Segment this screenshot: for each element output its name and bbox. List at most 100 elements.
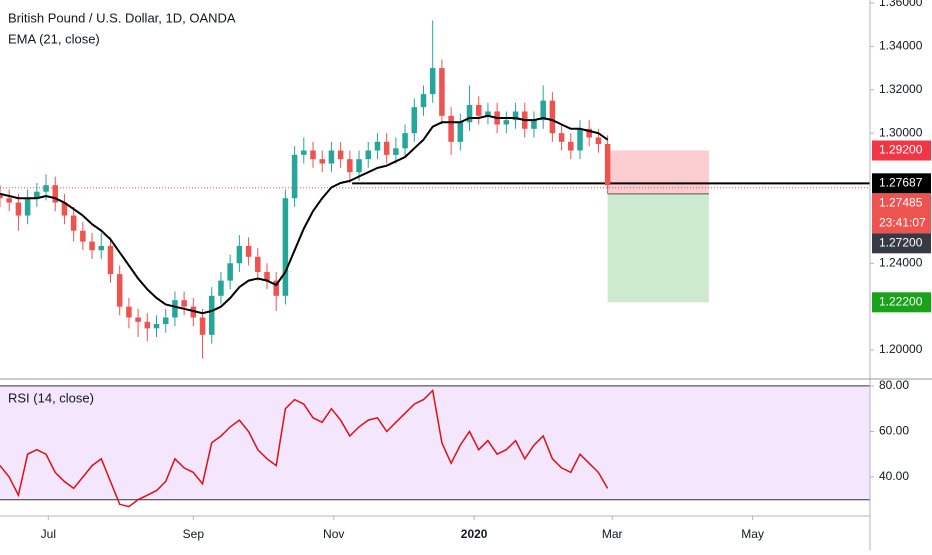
candle-body [282,198,289,296]
candle [264,263,270,290]
candle-body [89,241,95,251]
candle-body [291,154,298,199]
candle-body [356,159,362,173]
candle [6,189,12,212]
candle-body [126,306,132,318]
indicator-label: EMA (21, close) [8,31,100,46]
candle-body [420,94,427,108]
candle [512,102,519,129]
candle-body [107,245,114,275]
candle [291,146,298,207]
candle [126,297,132,329]
candle-body [227,263,233,281]
candle [365,141,372,168]
candle-body [402,133,408,149]
candle [52,176,58,212]
stop-zone [607,150,709,194]
candle [89,232,95,259]
candle-body [24,198,31,216]
candle [549,91,556,142]
candle [393,137,399,164]
candle [98,232,105,259]
ema-line [0,114,609,315]
price-tag-countdown: 23:41:07 [879,215,926,229]
price-tag-label: 1.29200 [879,143,923,157]
candle-body [568,141,574,151]
candle-body [466,104,473,123]
candle [218,271,224,305]
candle-body [255,256,261,272]
candle-body [512,111,519,121]
x-tick-label: Nov [323,527,344,541]
chart-title: British Pound / U.S. Dollar, 1D, OANDA [8,10,236,25]
candle-body [273,280,279,296]
candle-body [586,128,592,138]
x-tick-label: May [741,527,764,541]
price-tag-label: 1.27200 [879,235,923,249]
y-tick-label: 1.36000 [879,0,923,9]
candle [181,291,187,316]
candle-body [135,317,141,322]
price-tag-label: 1.22200 [879,294,923,308]
y-tick-label: 1.34000 [879,39,923,53]
candle [34,183,40,207]
candle [466,85,473,131]
rsi-y-tick-label: 80.00 [879,378,909,392]
candle-body [337,150,344,160]
candle-body [485,111,491,116]
candle-body [577,128,583,151]
candle [485,102,491,125]
candle-body [181,300,187,307]
candle [411,98,418,142]
candle [586,120,592,147]
candle [558,124,565,151]
candle [531,111,537,138]
candle-body [98,245,105,251]
candle-body [429,68,436,95]
candle-body [6,198,12,203]
candle-body [153,324,160,329]
candle [402,124,408,158]
candle [190,297,197,327]
candle [80,222,86,251]
candle-body [218,280,224,296]
candle [383,133,390,164]
x-tick-label: Jul [41,527,56,541]
candle-body [457,122,464,142]
candle-body [34,191,40,199]
candle [374,133,381,160]
candle [107,237,114,283]
candle-body [383,141,390,155]
candle-body [347,159,353,173]
candle [255,248,261,281]
candle [0,185,3,207]
candle [61,193,68,225]
candle [577,120,583,160]
candle-body [0,193,3,199]
candle-body [190,306,197,318]
candle-body [531,120,537,129]
y-tick-label: 1.24000 [879,255,923,269]
candle [301,137,307,164]
candle [347,150,353,184]
y-tick-label: 1.20000 [879,342,923,356]
candle-body [310,150,316,160]
candle-body [52,185,58,203]
candle-body [503,120,510,125]
candle [273,271,279,311]
candle-body [475,104,482,116]
candle [144,313,151,342]
candle [172,291,178,327]
target-zone [607,193,709,303]
candle-body [319,159,325,164]
candle-body [116,274,123,307]
price-tag [872,233,931,254]
candle-body [208,295,215,335]
candle-body [540,100,546,121]
y-tick-label: 1.32000 [879,82,923,96]
rsi-title: RSI (14, close) [8,390,94,405]
candle [116,265,123,316]
candle-body [264,271,270,281]
candle-body [604,144,611,186]
candle [208,287,215,344]
